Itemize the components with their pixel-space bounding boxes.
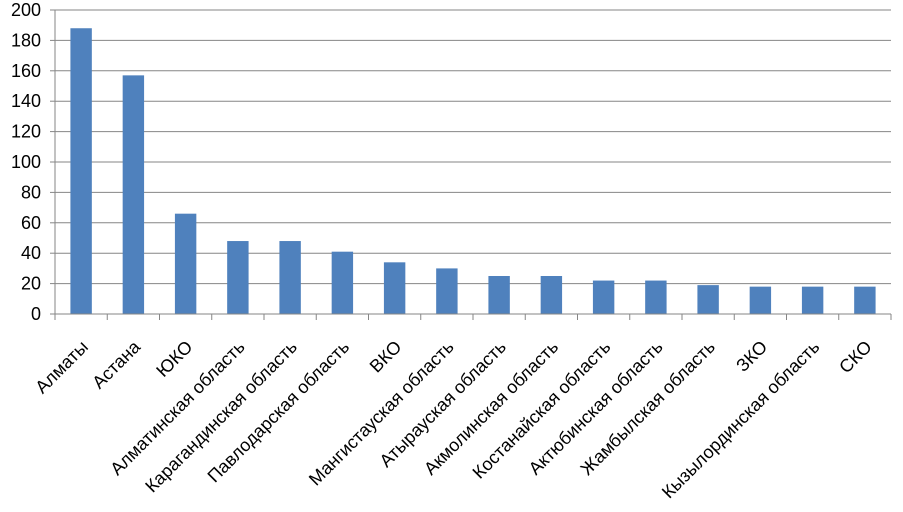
bar xyxy=(645,280,667,314)
bars xyxy=(70,28,876,315)
y-axis-ticks: 0 20 40 60 80 100 120 140 160 180 200 xyxy=(11,0,55,324)
bar xyxy=(540,276,563,314)
bar xyxy=(488,276,510,314)
y-tick-label: 180 xyxy=(11,30,41,50)
bar xyxy=(331,251,354,314)
bar xyxy=(854,286,876,314)
y-tick-label: 40 xyxy=(21,243,41,263)
bar xyxy=(592,280,615,314)
y-tick-label: 80 xyxy=(21,182,41,202)
y-tick-label: 200 xyxy=(11,0,41,20)
y-tick-label: 120 xyxy=(11,122,41,142)
y-tick-label: 160 xyxy=(11,61,41,81)
bar xyxy=(801,286,824,314)
bar xyxy=(436,268,458,314)
x-category-label: СКО xyxy=(835,337,876,378)
y-tick-label: 0 xyxy=(31,304,41,324)
x-category-label: ЗКО xyxy=(732,337,771,376)
bar xyxy=(174,213,197,314)
bar xyxy=(383,262,406,314)
bar xyxy=(279,241,301,314)
x-category-label: ЮКО xyxy=(152,337,196,381)
y-tick-label: 60 xyxy=(21,213,41,233)
bar xyxy=(227,241,249,314)
y-tick-label: 100 xyxy=(11,152,41,172)
bar xyxy=(697,285,719,314)
y-tick-label: 140 xyxy=(11,91,41,111)
bar xyxy=(70,28,92,315)
y-tick-label: 20 xyxy=(21,274,41,294)
x-category-label: Алматы xyxy=(31,337,92,398)
bar xyxy=(122,75,145,314)
x-category-label: ВКО xyxy=(366,337,406,377)
bar xyxy=(749,286,772,314)
x-category-label: Астана xyxy=(88,336,145,393)
